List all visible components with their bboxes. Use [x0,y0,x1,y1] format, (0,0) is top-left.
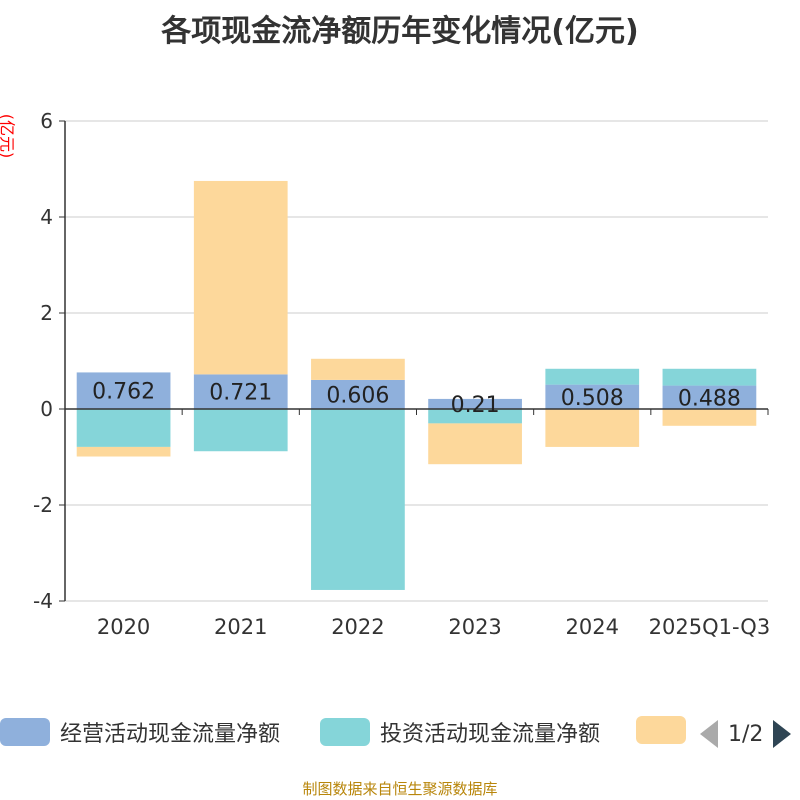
y-tick-label: 6 [40,109,53,133]
bar-operating [76,372,171,409]
cash-flow-chart: -4 -2 0 2 4 6 2020 2021 2022 2023 2024 2025Q1-Q3 0.… [33,109,770,639]
chart-title: 各项现金流净额历年变化情况(亿元) [161,14,639,49]
bar-investing [428,409,522,424]
source-note: 制图数据来自恒生聚源数据库 [302,780,498,798]
legend-next-icon[interactable] [773,720,792,748]
bar-financing [428,423,522,465]
bar-operating [311,379,405,409]
bar-operating [193,374,288,409]
bar-investing [193,409,288,452]
legend-prev-icon[interactable] [700,720,718,748]
legend-label-investing: 投资活动现金流量净额 [380,722,601,747]
bar-financing [193,180,288,375]
bar-financing [76,446,171,457]
bar-investing [545,368,640,385]
data-label: 0.488 [678,386,741,411]
legend-item-operating[interactable]: 经营活动现金流量净额 [0,716,280,748]
bar-financing [662,409,757,426]
data-label: 0.721 [209,381,272,406]
bar-financing [545,409,640,447]
legend-page-indicator: 1/2 [728,721,764,747]
legend-pager: 1/2 [700,716,792,752]
x-tick-label: 2025Q1-Q3 [649,615,771,639]
data-label: 0.508 [561,386,624,411]
data-labels: 0.762 0.721 0.606 0.21 0.508 0.488 [92,380,741,418]
y-tick-label: 2 [40,301,53,325]
y-tick-label: -4 [33,589,53,613]
y-tick-label: 0 [40,397,53,421]
x-tick-label: 2023 [448,615,501,639]
legend-item-investing[interactable]: 投资活动现金流量净额 [320,716,600,748]
x-tick-label: 2022 [331,615,384,639]
bar-investing [662,368,757,386]
data-label: 0.21 [451,393,500,418]
x-tick-label: 2024 [566,615,619,639]
y-tick-label: -2 [33,493,53,517]
bar-operating [428,398,522,409]
legend: 经营活动现金流量净额 投资活动现金流量净额 1/2 [0,716,800,752]
bar-investing [311,409,405,590]
legend-item-financing[interactable] [636,716,686,744]
data-label: 0.762 [92,380,155,405]
bars [76,180,757,590]
axes: -4 -2 0 2 4 6 2020 2021 2022 2023 2024 2025Q1-Q3 [33,109,770,639]
legend-swatch-investing [320,718,370,746]
y-tick-label: 4 [40,205,53,229]
legend-label-operating: 经营活动现金流量净额 [60,722,281,747]
data-label: 0.606 [326,383,389,408]
bar-financing [311,358,405,380]
x-tick-label: 2020 [97,615,150,639]
legend-swatch-financing [636,716,686,744]
grid-lines [65,120,768,602]
bar-operating [545,384,640,409]
legend-swatch-operating [0,718,50,746]
bar-investing [76,409,171,447]
x-tick-label: 2021 [214,615,267,639]
bar-operating [662,385,757,409]
